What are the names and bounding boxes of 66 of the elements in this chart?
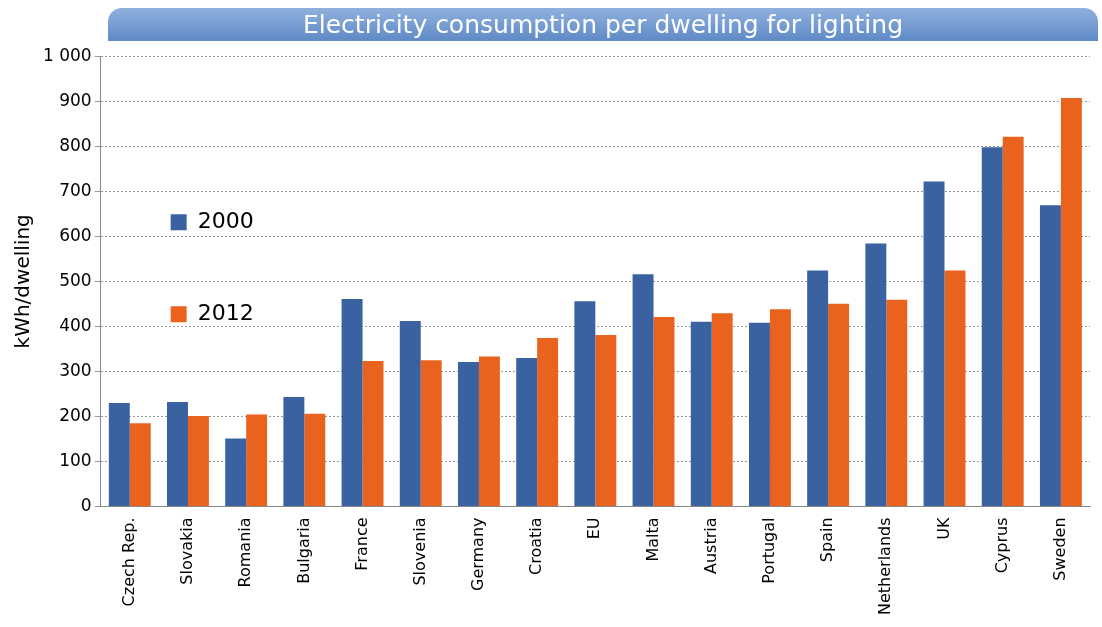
- y-tick-label: 1 000: [43, 44, 92, 65]
- bar: [595, 334, 617, 506]
- y-tick-label: 100: [59, 449, 92, 470]
- bar: [246, 414, 268, 506]
- x-tick-label: France: [351, 517, 371, 571]
- bar: [516, 357, 538, 506]
- bar: [187, 415, 209, 506]
- x-tick-label: Slovakia: [177, 517, 197, 585]
- x-tick-label: Sweden: [1050, 517, 1070, 581]
- x-tick-label: UK: [933, 516, 953, 540]
- bar: [399, 320, 421, 506]
- x-tick-label: Malta: [642, 517, 662, 562]
- x-tick-label: Czech Rep.: [118, 517, 138, 607]
- bar: [129, 423, 151, 506]
- bar: [653, 316, 675, 506]
- x-tick-label: Romania: [235, 517, 255, 588]
- bar: [944, 270, 966, 506]
- bar: [167, 402, 188, 506]
- bar: [923, 181, 945, 506]
- bar: [690, 321, 712, 506]
- y-axis-title: kWh/dwelling: [10, 214, 35, 349]
- bar: [362, 361, 384, 506]
- x-tick-label: Germany: [468, 517, 488, 592]
- bar: [632, 274, 654, 506]
- bar: [457, 361, 479, 506]
- x-tick-label: EU: [584, 517, 604, 540]
- bar: [304, 413, 326, 506]
- x-tick-label: Portugal: [759, 517, 779, 584]
- bar: [537, 338, 559, 506]
- x-tick-label: Cyprus: [991, 517, 1011, 574]
- y-tick-label: 800: [59, 134, 92, 155]
- y-tick-label: 300: [59, 359, 92, 380]
- bar: [981, 147, 1003, 506]
- x-tick-label: Slovenia: [409, 517, 429, 586]
- y-tick-label: 600: [59, 224, 92, 245]
- bar: [574, 301, 596, 506]
- bar: [1002, 136, 1024, 506]
- y-tick-label: 400: [59, 314, 92, 335]
- bar: [886, 299, 908, 506]
- x-tick-label: Netherlands: [875, 517, 895, 615]
- bar: [341, 298, 363, 506]
- x-tick-label: Spain: [817, 517, 837, 563]
- bar: [1039, 205, 1061, 506]
- bar: [283, 397, 305, 506]
- chart-title: Electricity consumption per dwelling for lighting: [108, 8, 1098, 41]
- bar: [478, 356, 500, 506]
- bar: [828, 303, 850, 506]
- bar: [1060, 98, 1082, 506]
- bar: [769, 309, 791, 506]
- y-tick-label: 200: [59, 404, 92, 425]
- bar: [865, 243, 887, 506]
- x-tick-label: Bulgaria: [293, 517, 313, 584]
- y-tick-label: 900: [59, 89, 92, 110]
- bar: [748, 322, 770, 506]
- y-tick-label: 0: [80, 494, 92, 515]
- y-tick-label: 500: [59, 269, 92, 290]
- bar: [108, 402, 130, 506]
- bar: [420, 360, 442, 506]
- bar: [225, 438, 247, 506]
- bar: [807, 270, 829, 506]
- legend-label: 2000: [197, 207, 254, 233]
- x-tick-label: Croatia: [526, 517, 546, 575]
- y-tick-label: 700: [59, 179, 92, 200]
- bar: [711, 313, 733, 506]
- x-tick-label: Austria: [700, 517, 720, 574]
- legend-label: 2012: [197, 299, 254, 325]
